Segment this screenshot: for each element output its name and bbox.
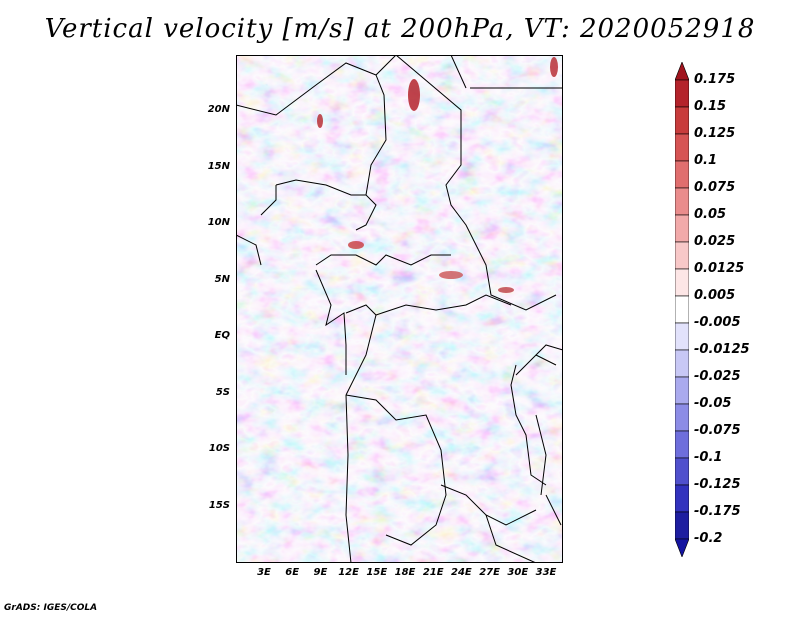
colorbar-segment [675, 403, 689, 432]
colorbar-label: 0.15 [694, 99, 727, 114]
colorbar-segment [675, 133, 689, 162]
colorbar-segment [675, 187, 689, 216]
chart-title: Vertical velocity [m/s] at 200hPa, VT: 2… [44, 14, 756, 44]
colorbar-segment [675, 214, 689, 243]
colorbar-label: 0.1 [694, 153, 718, 168]
latitude-label: EQ [214, 330, 230, 341]
colorbar-label: 0.125 [694, 126, 736, 141]
colorbar-label: -0.075 [694, 423, 741, 438]
colorbar-label: -0.1 [694, 450, 723, 465]
longitude-label: 33E [535, 567, 557, 578]
colorbar-segment [675, 295, 689, 324]
colorbar-segment [675, 484, 689, 513]
longitude-label: 24E [451, 567, 472, 578]
updraft-core [408, 79, 420, 111]
colorbar-label: 0.075 [694, 180, 736, 195]
colorbar [675, 62, 689, 557]
colorbar-segment [675, 511, 689, 540]
colorbar-bottom-arrow [675, 538, 689, 557]
colorbar-label: -0.0125 [694, 342, 750, 357]
colorbar-segment [675, 79, 689, 108]
updraft-core [317, 114, 323, 128]
colorbar-segment [675, 241, 689, 270]
longitude-label: 6E [285, 567, 300, 578]
colorbar-label: 0.0125 [694, 261, 745, 276]
country-borders [236, 55, 563, 563]
colorbar-top-arrow [675, 62, 689, 81]
updraft-core [550, 57, 558, 77]
longitude-label: 15E [366, 567, 388, 578]
updraft-core [439, 271, 463, 279]
longitude-label: 30E [507, 567, 529, 578]
colorbar-label: 0.005 [694, 288, 736, 303]
colorbar-segment [675, 376, 689, 405]
colorbar-label: -0.05 [694, 396, 732, 411]
colorbar-segment [675, 457, 689, 486]
colorbar-segment [675, 268, 689, 297]
longitude-label: 27E [479, 567, 500, 578]
longitude-label: 9E [313, 567, 328, 578]
vertical-velocity-field [236, 55, 563, 563]
updraft-core [498, 287, 514, 293]
colorbar-segment [675, 430, 689, 459]
latitude-label: 15S [208, 499, 230, 511]
colorbar-label: 0.175 [694, 72, 736, 87]
longitude-label: 3E [257, 567, 271, 578]
latitude-label: 20N [207, 104, 230, 115]
colorbar-label: -0.005 [694, 315, 741, 330]
latitude-label: 10S [208, 443, 230, 454]
colorbar-segment [675, 322, 689, 351]
colorbar-label: -0.2 [694, 531, 723, 546]
updraft-core [348, 241, 364, 249]
latitude-label: 15N [207, 160, 230, 172]
colorbar-label: 0.025 [694, 234, 736, 249]
credit-label: GrADS: IGES/COLA [4, 603, 98, 613]
latitude-label: 5N [214, 273, 230, 285]
field-detail [236, 55, 563, 563]
longitude-label: 21E [422, 567, 444, 578]
map-frame [236, 55, 563, 563]
colorbar-label: 0.05 [694, 207, 727, 222]
colorbar-label: -0.175 [694, 504, 741, 519]
colorbar-label: -0.025 [694, 369, 741, 384]
map-panel [236, 55, 563, 563]
latitude-label: 5S [215, 386, 230, 398]
latitude-label: 10N [207, 217, 230, 228]
colorbar-segment [675, 160, 689, 189]
longitude-label: 18E [394, 567, 416, 578]
colorbar-segment [675, 106, 689, 135]
colorbar-label: -0.125 [694, 477, 741, 492]
colorbar-segment [675, 349, 689, 378]
longitude-label: 12E [338, 567, 359, 578]
